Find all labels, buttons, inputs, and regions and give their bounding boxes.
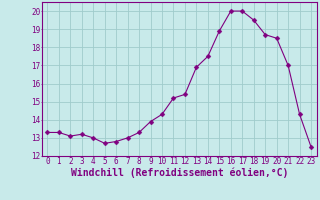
X-axis label: Windchill (Refroidissement éolien,°C): Windchill (Refroidissement éolien,°C) [70, 168, 288, 178]
